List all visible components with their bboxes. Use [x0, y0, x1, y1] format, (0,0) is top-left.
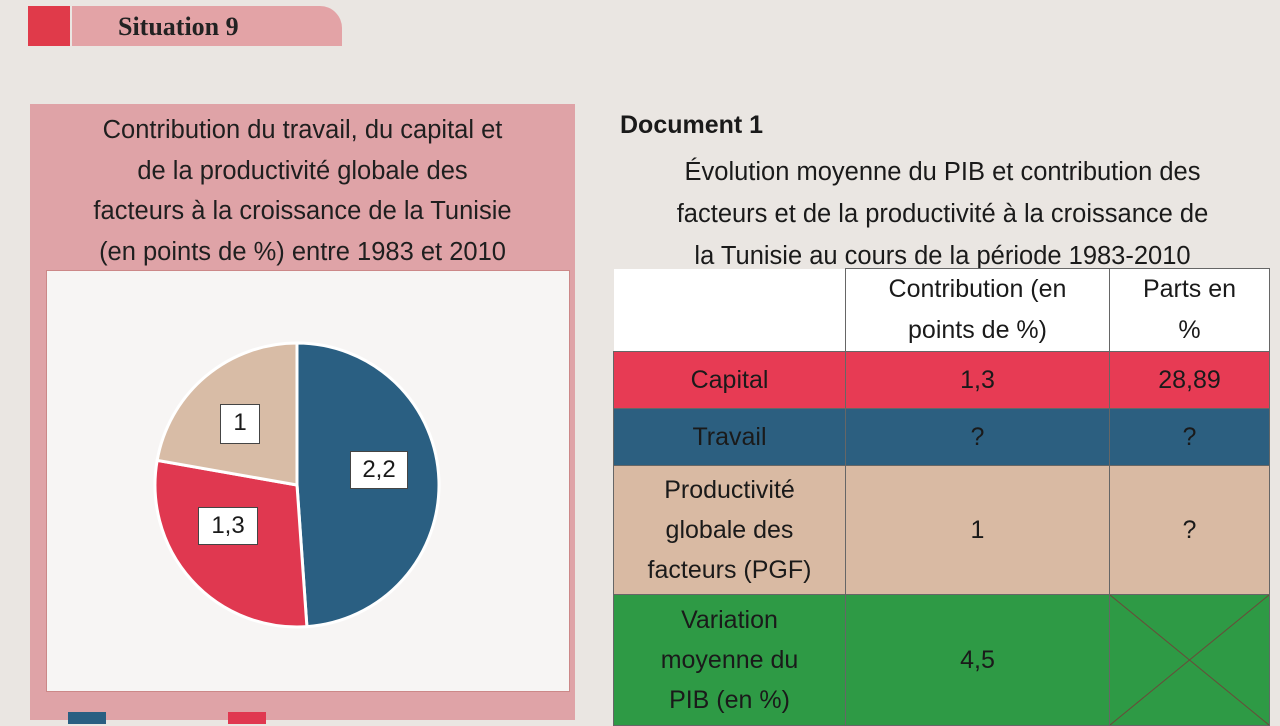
- panel-title-line: Contribution du travail, du capital et: [102, 116, 503, 144]
- header-marker: [28, 6, 70, 46]
- header-parts: Parts en %: [1109, 268, 1270, 352]
- row-label-line: Variation: [681, 606, 778, 634]
- row-label-line: Productivité: [664, 476, 795, 504]
- legend-swatch: [228, 712, 266, 724]
- situation-title: Situation 9: [118, 12, 239, 41]
- document-title: Document 1: [620, 111, 764, 139]
- row-label-line: PIB (en %): [669, 686, 790, 714]
- contribution-cell: 1,3: [845, 351, 1110, 409]
- crossed-out-cell: [1109, 594, 1270, 726]
- data-table: Contribution (en points de %) Parts en %…: [613, 268, 1270, 726]
- pie-slice-label: 2,2: [350, 451, 408, 489]
- header-line: %: [1178, 316, 1201, 344]
- contribution-cell: 4,5: [845, 594, 1110, 726]
- parts-cell: ?: [1109, 408, 1270, 466]
- cross-mark: [1110, 595, 1269, 725]
- table-corner: [613, 268, 846, 352]
- pie-slice-label: 1,3: [198, 507, 258, 545]
- pie-chart-box: [46, 270, 570, 692]
- table-row-capital: Capital 1,3 28,89: [613, 351, 1270, 409]
- header-line: points de %): [908, 316, 1047, 344]
- header-line: Contribution (en: [888, 275, 1067, 303]
- pie-slice-label: 1: [220, 404, 260, 444]
- parts-cell: ?: [1109, 465, 1270, 595]
- header-contribution: Contribution (en points de %): [845, 268, 1110, 352]
- panel-title-line: (en points de %) entre 1983 et 2010: [99, 237, 506, 266]
- row-label: Travail: [613, 408, 846, 466]
- table-row-travail: Travail ? ?: [613, 408, 1270, 466]
- header-band: [72, 6, 342, 46]
- panel-title-line: facteurs à la croissance de la Tunisie: [93, 197, 512, 225]
- row-label: Variation moyenne du PIB (en %): [613, 594, 846, 726]
- contribution-cell: 1: [845, 465, 1110, 595]
- table-row-pib: Variation moyenne du PIB (en %) 4,5: [613, 594, 1270, 726]
- subtitle-line: facteurs et de la productivité à la croi…: [676, 200, 1209, 228]
- contribution-cell: ?: [845, 408, 1110, 466]
- panel-title: Contribution du travail, du capital et d…: [30, 110, 575, 272]
- table-header-row: Contribution (en points de %) Parts en %: [613, 268, 1270, 352]
- row-label-line: facteurs (PGF): [647, 556, 812, 584]
- row-label-line: moyenne du: [660, 646, 799, 674]
- legend-swatch: [68, 712, 106, 724]
- subtitle-line: Évolution moyenne du PIB et contribution…: [684, 158, 1201, 186]
- row-label: Productivité globale des facteurs (PGF): [613, 465, 846, 595]
- row-label: Capital: [613, 351, 846, 409]
- panel-title-line: de la productivité globale des: [137, 156, 468, 185]
- row-label-line: Travail: [692, 423, 767, 451]
- document-subtitle: Évolution moyenne du PIB et contribution…: [620, 151, 1265, 277]
- row-label-line: Capital: [690, 366, 769, 394]
- pie-chart: [153, 341, 441, 629]
- row-label-line: globale des: [665, 516, 794, 544]
- subtitle-line: la Tunisie au cours de la période 1983-2…: [694, 242, 1191, 270]
- table-row-pgf: Productivité globale des facteurs (PGF) …: [613, 465, 1270, 595]
- parts-cell: 28,89: [1109, 351, 1270, 409]
- header-line: Parts en: [1142, 275, 1237, 303]
